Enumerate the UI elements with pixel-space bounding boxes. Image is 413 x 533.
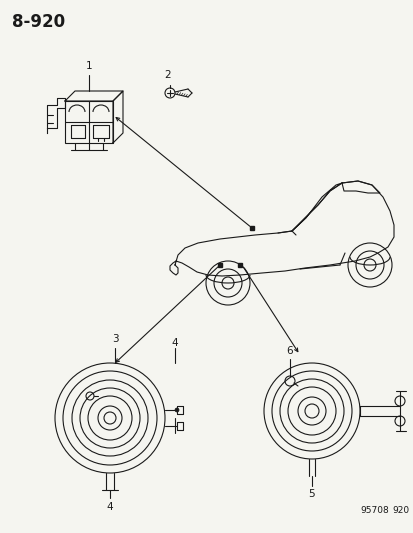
Circle shape <box>175 408 178 412</box>
Text: 1: 1 <box>85 61 92 71</box>
Text: 5: 5 <box>308 489 315 499</box>
Text: 3: 3 <box>112 334 118 344</box>
Text: 6: 6 <box>286 346 292 356</box>
Text: 8-920: 8-920 <box>12 13 65 31</box>
Text: 95708: 95708 <box>359 506 388 515</box>
Text: 2: 2 <box>164 70 171 80</box>
Text: 920: 920 <box>391 506 408 515</box>
Text: 4: 4 <box>107 502 113 512</box>
Text: 4: 4 <box>171 338 178 348</box>
